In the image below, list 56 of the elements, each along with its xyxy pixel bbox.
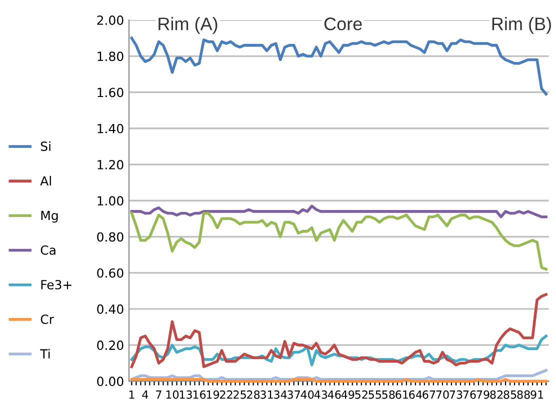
x-tick-label: 13	[180, 390, 192, 399]
y-tick-label: 1.40	[98, 124, 124, 134]
x-tick-label: 19	[206, 390, 220, 399]
annotation: Rim (B)	[492, 17, 551, 34]
x-tick-label: 52	[355, 390, 368, 399]
x-tick-label: 64	[409, 390, 422, 399]
y-tick-label: 1.60	[98, 88, 124, 98]
x-tick-label: 85	[504, 390, 516, 399]
x-tick-label: 70	[436, 390, 449, 399]
x-tick-label: 22	[220, 390, 232, 399]
x-tick-label: 55	[368, 390, 382, 399]
x-tick-label: 7	[156, 390, 162, 399]
legend-label: Al	[40, 176, 51, 186]
line-series	[130, 293, 548, 368]
x-tick-label: 43	[314, 390, 328, 399]
annotation: Rim (A)	[158, 17, 218, 34]
y-tick-label: 0.00	[97, 376, 124, 386]
y-tick-label: 0.60	[97, 268, 124, 278]
legend-label: Mg	[41, 210, 58, 223]
line-series	[130, 204, 548, 218]
line-series	[130, 212, 548, 271]
x-tick-label: 61	[396, 390, 408, 399]
x-tick-label: 73	[450, 390, 462, 399]
legend-label: Fe3+	[41, 280, 72, 290]
x-tick-label: 79	[476, 390, 490, 399]
legend-label: Cr	[40, 314, 54, 324]
y-tick-label: 2.00	[97, 16, 124, 25]
legend-label: Ca	[40, 245, 56, 255]
x-tick-label: 31	[260, 390, 273, 399]
x-tick-label: 10	[166, 390, 179, 399]
y-tick-label: 0.20	[97, 340, 124, 350]
x-tick-label: 4	[142, 390, 148, 399]
x-tick-label: 58	[382, 390, 395, 399]
x-tick-label: 34	[274, 390, 287, 399]
x-tick-label: 40	[300, 390, 314, 399]
x-tick-label: 82	[490, 390, 502, 399]
y-tick-label: 0.80	[97, 232, 124, 242]
x-tick-label: 37	[288, 390, 300, 399]
x-tick-label: 1	[129, 390, 134, 399]
x-tick-label: 67	[422, 390, 436, 399]
annotation: Core	[324, 18, 362, 30]
x-tick-label: 16	[193, 390, 206, 399]
y-tick-label: 1.80	[98, 52, 124, 62]
x-tick-label: 46	[328, 390, 341, 399]
x-tick-label: 49	[341, 390, 354, 399]
legend-label: Ti	[40, 348, 50, 358]
x-tick-label: 28	[247, 390, 260, 399]
x-tick-label: 91	[530, 390, 544, 399]
legend-label: Si	[40, 141, 50, 152]
y-tick-label: 1.00	[98, 196, 124, 206]
x-tick-label: 88	[517, 390, 530, 399]
x-tick-label: 25	[234, 390, 246, 399]
x-tick-label: 76	[463, 390, 476, 399]
y-tick-label: 1.20	[98, 160, 124, 170]
line-series	[130, 36, 548, 96]
y-tick-label: 0.40	[97, 304, 124, 314]
